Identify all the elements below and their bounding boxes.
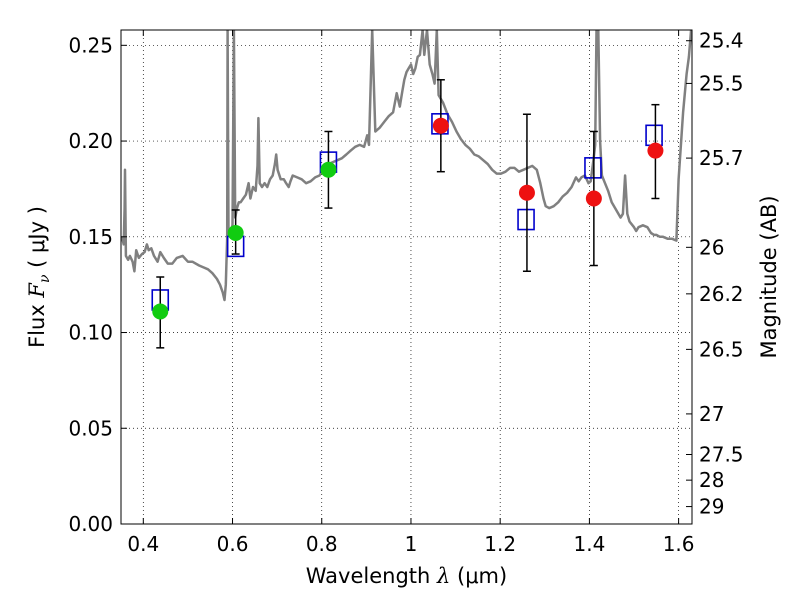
y-tick-label: 0.00 <box>68 512 113 536</box>
right-tick-label: 26.5 <box>699 337 744 361</box>
x-tick-label: 0.4 <box>127 532 159 556</box>
observed-point <box>152 303 169 320</box>
right-tick-label: 25.5 <box>699 71 744 95</box>
observed-point <box>518 184 535 201</box>
observed-point <box>320 161 337 178</box>
y-axis-label-symbol: F <box>25 282 49 299</box>
right-tick-label: 25.7 <box>699 146 744 170</box>
y-tick-label: 0.05 <box>68 416 113 440</box>
x-tick-label: 0.6 <box>217 532 249 556</box>
observed-point <box>585 190 602 207</box>
observed-point <box>432 117 449 134</box>
observed-point <box>227 224 244 241</box>
right-tick-label: 25.4 <box>699 29 744 53</box>
model-photometry-square <box>584 157 602 179</box>
model-photometry-square <box>517 208 535 231</box>
x-axis-label-prefix: Wavelength <box>306 564 437 588</box>
y-tick-label: 0.20 <box>68 129 113 153</box>
x-tick-label: 0.8 <box>306 532 338 556</box>
right-tick-label: 27 <box>699 402 724 426</box>
axis-labels: Wavelength λ (μm) Flux Fν ( μJy ) Magnitud… <box>25 195 781 588</box>
right-tick-label: 27.5 <box>699 442 744 466</box>
y-tick-label: 0.15 <box>68 225 113 249</box>
x-tick-label: 1.6 <box>663 532 695 556</box>
axis-ticks: 0.4 0.6 0.8 1 1.2 1.4 1.6 0.00 0.05 0.10 0.15 0.20 0… <box>68 29 743 556</box>
y-axis-label: Flux Fν ( μJy ) <box>25 206 53 348</box>
x-tick-label: 1.2 <box>484 532 516 556</box>
spectrum-line <box>121 30 692 302</box>
y-axis-label-prefix: Flux <box>25 298 49 348</box>
right-tick-label: 28 <box>699 468 724 492</box>
y-axis-label-unit: ( μJy ) <box>25 206 49 274</box>
y-axis-label-subscript: ν <box>37 274 53 283</box>
y-tick-label: 0.10 <box>68 321 113 345</box>
x-axis-label-unit: (μm) <box>450 564 507 588</box>
plot-frame <box>120 29 693 525</box>
y-tick-label: 0.25 <box>68 33 113 57</box>
right-tick-label: 26.2 <box>699 282 744 306</box>
x-axis-label-symbol: λ <box>436 564 450 588</box>
right-tick-label: 26 <box>699 235 724 259</box>
plot-area <box>121 30 692 349</box>
right-tick-label: 29 <box>699 495 724 519</box>
observed-point <box>647 142 664 159</box>
x-tick-label: 1.4 <box>573 532 605 556</box>
right-axis-label: Magnitude (AB) <box>757 195 781 358</box>
x-axis-label: Wavelength λ (μm) <box>306 564 507 588</box>
x-tick-label: 1 <box>405 532 418 556</box>
